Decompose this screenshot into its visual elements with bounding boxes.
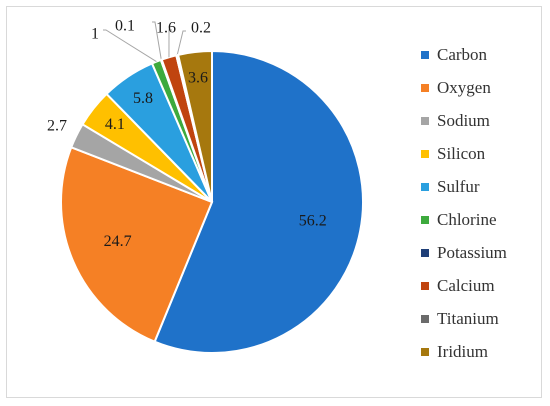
pie-slice-carbon [153,49,364,354]
data-label-silicon: 4.1 [105,116,125,133]
legend-swatch [421,314,429,323]
legend-item-sulfur: Sulfur [421,170,507,203]
legend-label: Carbon [437,44,488,64]
leader-line-potassium [152,21,162,60]
legend-label: Calcium [437,275,495,295]
leader-line-calcium [168,29,172,58]
leader-line-chlorine [103,29,157,63]
data-label-potassium: 0.1 [115,18,135,35]
legend-swatch [421,248,429,257]
legend-label: Oxygen [437,77,491,97]
legend-label: Sodium [437,110,490,130]
legend-item-chlorine: Chlorine [421,203,507,236]
legend-swatch [421,215,429,224]
legend-label: Titanium [437,308,499,328]
legend-item-sodium: Sodium [421,104,507,137]
legend-label: Silicon [437,143,486,163]
legend-swatch [421,149,429,158]
legend-swatch [421,50,429,59]
legend-item-iridium: Iridium [421,335,507,368]
pie-slice-oxygen [60,146,214,343]
legend-label: Chlorine [437,209,497,229]
legend-item-calcium: Calcium [421,269,507,302]
data-label-chlorine: 1 [91,26,99,43]
legend-swatch [421,116,429,125]
legend-item-carbon: Carbon [421,38,507,71]
data-label-sodium: 2.7 [47,118,67,135]
data-label-calcium: 1.6 [156,20,176,37]
data-label-carbon: 56.2 [299,213,327,230]
legend-label: Sulfur [437,176,480,196]
legend-item-titanium: Titanium [421,302,507,335]
legend-label: Potassium [437,242,507,262]
chart-legend: Carbon Oxygen Sodium Silicon Sulfur Chlorine P… [421,38,507,368]
data-label-sulfur: 5.8 [133,90,153,107]
leader-line-titanium [176,30,186,56]
legend-label: Iridium [437,341,488,361]
data-label-iridium: 3.6 [188,70,208,87]
data-label-titanium: 0.2 [191,20,211,37]
legend-item-potassium: Potassium [421,236,507,269]
data-label-oxygen: 24.7 [104,233,132,250]
legend-item-silicon: Silicon [421,137,507,170]
legend-item-oxygen: Oxygen [421,71,507,104]
legend-swatch [421,83,429,92]
legend-swatch [421,182,429,191]
legend-swatch [421,347,429,356]
pie-slice-iridium [176,49,213,203]
legend-swatch [421,281,429,290]
